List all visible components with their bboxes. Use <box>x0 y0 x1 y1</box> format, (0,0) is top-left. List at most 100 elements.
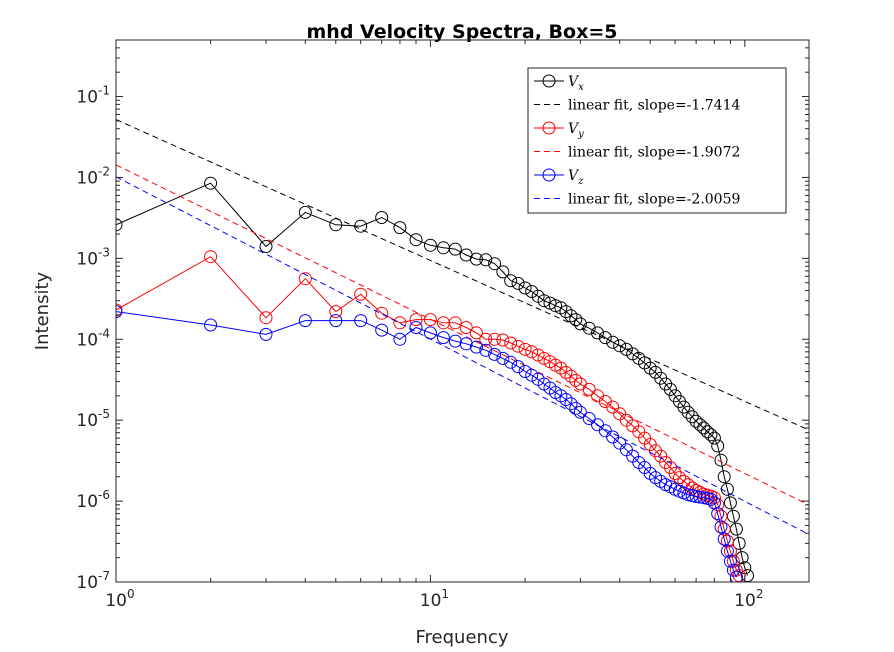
data-point <box>393 316 407 330</box>
y-tick-label: 10-6 <box>76 488 110 512</box>
data-point <box>711 439 725 453</box>
plot-area <box>116 119 809 582</box>
data-point <box>717 532 731 546</box>
data-point <box>298 205 312 219</box>
data-point <box>423 238 437 252</box>
data-point <box>677 400 691 414</box>
data-point <box>673 471 686 485</box>
data-point <box>479 253 493 267</box>
data-point <box>735 551 749 565</box>
data-point <box>573 317 587 331</box>
legend-marker <box>542 121 556 135</box>
data-point <box>354 314 368 328</box>
legend-label: linear fit, slope=-1.9072 <box>568 145 740 161</box>
legend-label: Vy <box>568 121 584 140</box>
data-point <box>511 360 525 374</box>
data-point <box>504 336 518 350</box>
axis-ticks: 100 101 102 10-7 10-6 10-5 10-4 10-3 10-2 10-1 <box>76 40 809 611</box>
x-tick-label: 100 <box>105 587 134 611</box>
data-point <box>116 218 123 232</box>
data-point <box>689 414 703 428</box>
data-point <box>564 369 578 383</box>
data-point <box>714 520 728 534</box>
data-point <box>659 456 673 469</box>
data-point <box>613 339 627 353</box>
data-point <box>704 492 718 506</box>
y-axis-label: Intensity <box>32 271 53 350</box>
data-point <box>259 327 273 341</box>
data-point <box>298 314 312 328</box>
data-point <box>704 428 718 442</box>
data-point <box>663 382 677 396</box>
data-point <box>537 294 551 308</box>
data-point <box>668 466 682 480</box>
data-point <box>573 405 587 419</box>
data-point <box>469 326 483 340</box>
data-point <box>598 331 612 345</box>
data-point <box>375 211 389 224</box>
y-tick-label: 10-5 <box>76 407 110 431</box>
y-tick-label: 10-3 <box>76 245 110 269</box>
data-point <box>681 405 695 419</box>
legend-entry: linear fit, slope=-1.9072 <box>534 145 740 161</box>
x-tick-label: 101 <box>420 587 449 611</box>
y-tick-label: 10-4 <box>76 326 110 350</box>
legend-entry: Vy <box>534 121 584 140</box>
data-point <box>559 393 573 406</box>
data-point <box>459 321 473 334</box>
data-point <box>488 347 502 361</box>
data-point <box>707 431 721 445</box>
y-tick-label: 10-2 <box>76 164 110 188</box>
data-point <box>531 348 545 362</box>
data-point <box>479 343 493 357</box>
data-point <box>726 554 740 568</box>
data-point <box>559 305 573 319</box>
data-point <box>537 351 551 365</box>
data-point <box>479 332 493 346</box>
fit-line-1 <box>116 119 809 431</box>
data-point <box>717 522 731 536</box>
data-point <box>259 240 273 253</box>
data-point <box>204 250 218 264</box>
data-point <box>723 554 737 568</box>
data-point <box>569 401 583 415</box>
data-point <box>329 305 343 319</box>
data-point <box>459 337 473 351</box>
data-point <box>525 345 539 359</box>
axes-box <box>115 39 810 583</box>
legend: Vx linear fit, slope=-1.7414 Vy linear fit,… <box>527 67 787 214</box>
data-point <box>511 339 525 353</box>
legend-entry: Vx <box>534 74 584 93</box>
data-point <box>204 318 218 332</box>
data-point <box>685 481 699 495</box>
data-point <box>559 365 573 379</box>
data-point <box>714 453 728 467</box>
x-tick-label: 102 <box>734 587 763 611</box>
data-point <box>496 351 510 365</box>
legend-entry: Vz <box>534 168 584 187</box>
data-point <box>582 321 596 335</box>
data-point <box>116 305 123 319</box>
x-axis-label: Frequency <box>416 627 509 648</box>
data-point <box>723 544 737 558</box>
fit-line-5 <box>116 176 809 535</box>
data-point <box>518 281 532 295</box>
data-point <box>549 299 562 313</box>
data-point <box>375 323 389 337</box>
data-point <box>554 361 568 375</box>
data-point <box>697 421 711 435</box>
legend-label: Vx <box>568 74 584 93</box>
legend-marker <box>542 74 556 88</box>
data-point <box>525 368 539 382</box>
legend-entry: linear fit, slope=-1.7414 <box>534 98 740 114</box>
data-point <box>409 313 423 327</box>
data-point <box>436 331 450 345</box>
y-tick-label: 10-7 <box>76 569 110 593</box>
data-point <box>720 534 734 548</box>
data-point <box>649 444 662 458</box>
data-point <box>525 285 539 298</box>
legend-label: linear fit, slope=-2.0059 <box>568 192 740 208</box>
data-point <box>423 313 437 327</box>
data-point <box>354 287 368 301</box>
